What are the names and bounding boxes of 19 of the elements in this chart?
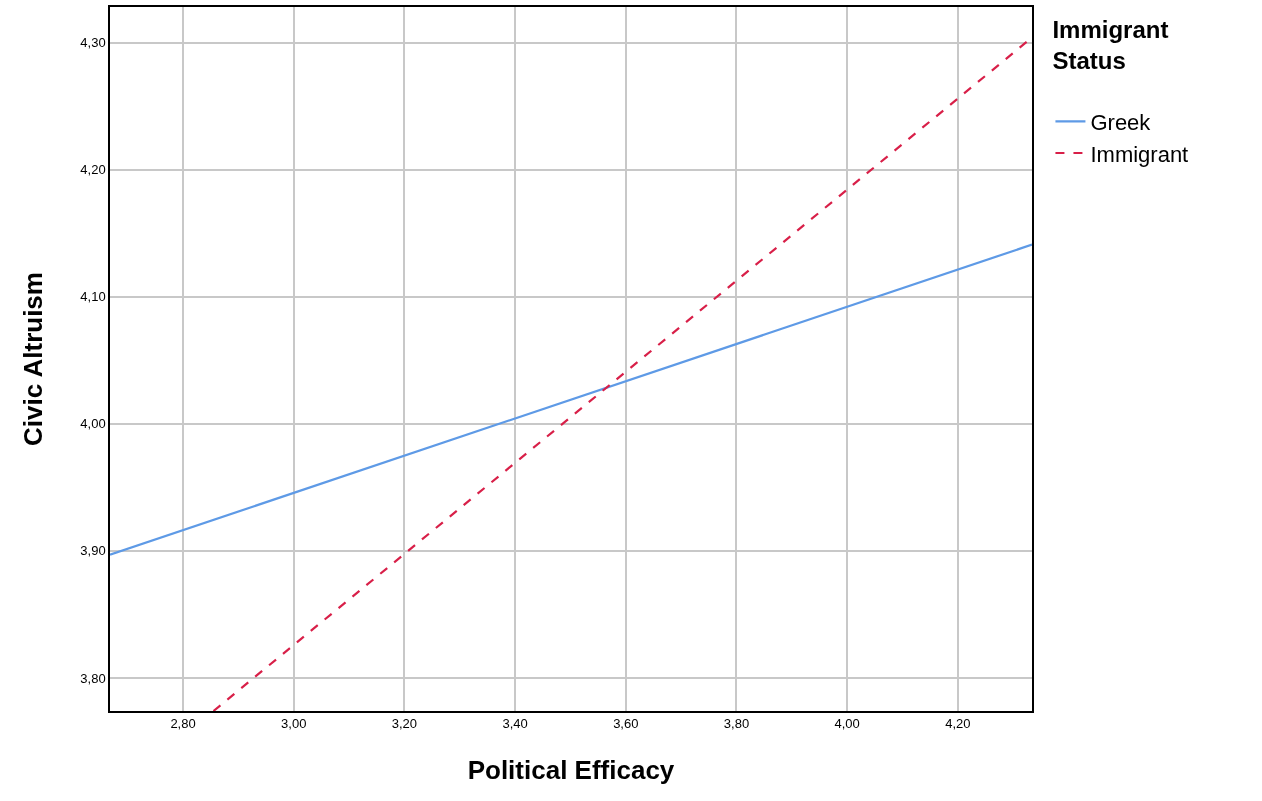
x-tick-label: 2,80	[170, 716, 196, 732]
x-tick-label: 4,00	[834, 716, 860, 732]
x-axis-title: Political Efficacy	[467, 754, 675, 785]
x-tick-label: 3,80	[723, 716, 750, 732]
y-axis-title: Civic Altruism	[18, 272, 49, 446]
x-tick-label: 3,60	[613, 716, 639, 732]
y-tick-label: 3,80	[80, 670, 106, 686]
y-tick-label: 4,30	[80, 35, 106, 51]
x-tick-label: 4,20	[945, 716, 971, 732]
y-tick-label: 3,90	[80, 543, 106, 559]
x-tick-label: 3,40	[502, 716, 528, 732]
y-tick-label: 4,00	[80, 416, 106, 432]
x-tick-label: 3,20	[391, 716, 418, 732]
legend-title: Immigrant Status	[1052, 16, 1169, 75]
legend-label: Greek	[1090, 109, 1152, 135]
x-tick-label: 3,00	[281, 716, 307, 732]
legend-label: Immigrant	[1090, 141, 1189, 167]
y-tick-label: 4,20	[80, 162, 106, 178]
y-tick-label: 4,10	[80, 289, 106, 305]
